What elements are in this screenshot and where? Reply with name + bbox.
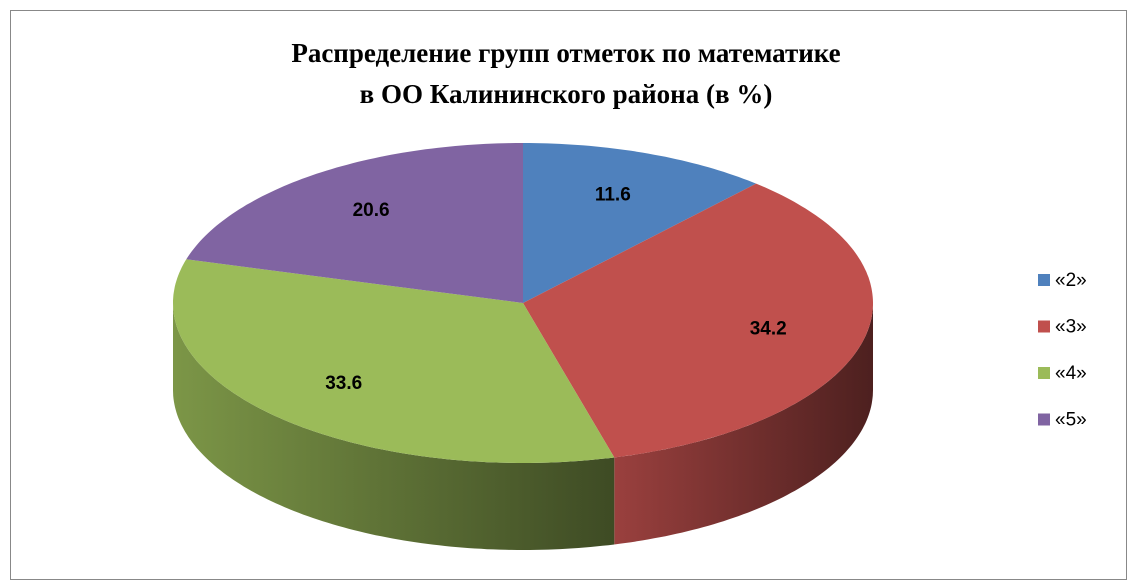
legend-swatch	[1038, 274, 1050, 286]
data-label: 34.2	[750, 319, 787, 340]
chart-title: в ОО Калининского района (в %)	[360, 79, 773, 109]
slice	[173, 259, 615, 463]
data-label: 33.6	[325, 373, 362, 394]
data-label: 11.6	[595, 184, 631, 205]
legend-label: «5»	[1055, 410, 1087, 431]
slice-side	[173, 303, 615, 550]
slice	[523, 183, 873, 458]
slice	[186, 143, 524, 303]
slice-side	[614, 303, 873, 545]
chart-title: Распределение групп отметок по математик…	[291, 38, 840, 68]
legend-label: «3»	[1055, 317, 1087, 338]
data-label: 20.6	[353, 200, 390, 221]
legend-swatch	[1038, 320, 1050, 333]
legend-label: «2»	[1055, 270, 1087, 291]
slice	[523, 143, 757, 303]
legend-swatch	[1038, 413, 1050, 426]
legend-label: «4»	[1055, 363, 1087, 384]
legend-swatch	[1038, 367, 1050, 379]
